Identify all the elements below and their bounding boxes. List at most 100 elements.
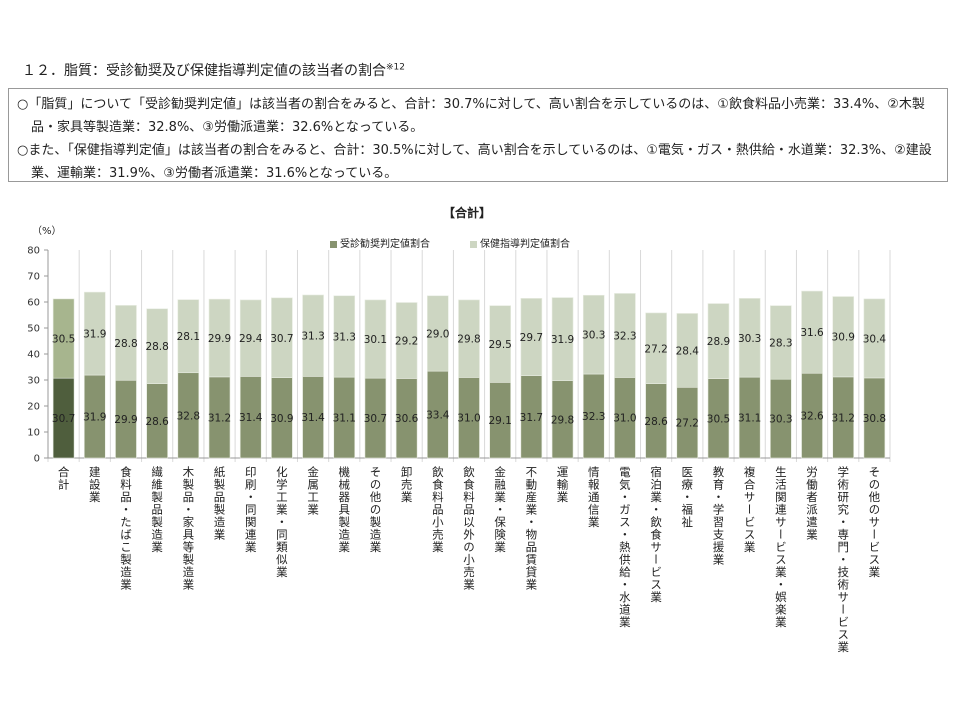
summary-line-2: ○また、「保健指導判定値」は該当者の割合をみると、合計：30.5%に対して、高い…	[17, 143, 932, 181]
bar-segment-guidance	[489, 305, 511, 383]
data-label: 31.9	[83, 412, 106, 424]
data-label: 30.3	[738, 333, 761, 345]
data-label: 30.4	[863, 333, 887, 345]
y-tick-label: 50	[27, 324, 40, 335]
x-tick-label: 飲食料品以外の小売業	[462, 466, 476, 591]
data-label: 29.7	[520, 332, 543, 344]
x-tick-label: 生活関連サービス業・娯楽業	[773, 466, 788, 629]
data-label: 30.6	[395, 413, 419, 425]
y-tick-label: 0	[34, 454, 40, 465]
data-label: 29.8	[551, 414, 574, 426]
data-label: 29.0	[426, 328, 449, 340]
x-tick-label: 合計	[56, 466, 71, 491]
bar-segment-guidance	[427, 295, 449, 372]
section-title: １２．脂質：受診勧奨及び保健指導判定値の該当者の割合※12	[22, 60, 405, 80]
data-label: 29.2	[395, 335, 418, 347]
x-tick-label: 飲食料品小売業	[430, 466, 445, 554]
data-label: 27.2	[676, 418, 699, 430]
x-tick-label: 食料品・たばこ製造業	[118, 466, 133, 591]
data-label: 29.5	[488, 339, 511, 351]
data-label: 33.4	[426, 410, 450, 422]
summary-box: ○「脂質」について「受診勧奨判定値」は該当者の割合をみると、合計：30.7%に対…	[8, 88, 948, 182]
bar-segment-guidance	[676, 313, 699, 388]
data-label: 31.4	[239, 412, 263, 424]
data-label: 31.2	[208, 412, 231, 424]
bar-segment-guidance	[832, 296, 855, 378]
data-label: 30.9	[270, 413, 293, 425]
bar-segment-guidance	[333, 295, 356, 378]
x-tick-label: 運輸業	[555, 466, 570, 504]
x-tick-label: 建設業	[87, 466, 102, 504]
data-label: 32.3	[582, 411, 605, 423]
bar-segment-guidance	[302, 294, 324, 377]
x-tick-label: その他の製造業	[368, 466, 383, 554]
data-label: 28.6	[145, 416, 169, 428]
x-tick-label: 労働者派遣業	[805, 466, 820, 541]
bar-segment-guidance	[208, 298, 231, 378]
y-tick-label: 60	[27, 298, 40, 309]
data-label: 32.6	[800, 411, 824, 423]
bar-segment-guidance	[395, 302, 418, 379]
x-tick-label: 情報通信業	[586, 466, 601, 529]
data-label: 32.3	[613, 330, 636, 342]
data-label: 30.5	[707, 413, 730, 425]
data-label: 28.6	[644, 416, 668, 428]
legend-item-series-2: 保健指導判定値割合	[470, 235, 570, 250]
bar-segment-guidance	[52, 298, 75, 379]
bar-segment-guidance	[551, 297, 574, 381]
data-label: 32.8	[177, 410, 200, 422]
legend-swatch	[330, 240, 337, 248]
data-label: 30.8	[863, 413, 886, 425]
x-tick-label: 繊維製品製造業	[150, 466, 165, 554]
y-axis-unit: （%）	[32, 226, 62, 237]
data-label: 31.1	[738, 413, 761, 425]
bar-segment-guidance	[520, 298, 543, 376]
data-label: 31.0	[613, 413, 636, 425]
bar-segment-guidance	[146, 308, 168, 384]
data-label: 30.7	[364, 413, 387, 425]
bar-segment-guidance	[707, 303, 730, 379]
data-label: 28.1	[177, 331, 200, 343]
summary-line-1: ○「脂質」について「受診勧奨判定値」は該当者の割合をみると、合計：30.7%に対…	[17, 97, 925, 135]
x-tick-label: 金属工業	[306, 466, 321, 516]
y-tick-label: 80	[27, 246, 40, 257]
bar-segment-guidance	[115, 305, 137, 381]
title-text: １２．脂質：受診勧奨及び保健指導判定値の該当者の割合	[22, 63, 386, 79]
data-label: 30.3	[769, 414, 792, 426]
x-tick-label: 金融業・保険業	[493, 466, 508, 554]
bar-segment-guidance	[364, 299, 387, 379]
data-label: 30.7	[52, 413, 75, 425]
bar-segment-guidance	[458, 299, 480, 378]
x-tick-label: 学術研究・専門・技術サービス業	[836, 466, 851, 654]
y-tick-label: 20	[27, 402, 40, 413]
data-label: 28.3	[769, 337, 792, 349]
x-tick-label: 医療・福祉	[680, 466, 695, 529]
y-tick-label: 30	[27, 376, 40, 387]
bar-segment-guidance	[271, 297, 293, 378]
x-tick-label: 教育・学習支援業	[711, 466, 726, 566]
data-label: 29.1	[488, 415, 511, 427]
data-label: 31.1	[333, 413, 356, 425]
bar-segment-guidance	[645, 312, 667, 384]
legend: 受診勧奨判定値割合 保健指導判定値割合	[330, 235, 570, 250]
legend-swatch	[470, 240, 477, 248]
data-label: 30.3	[582, 330, 605, 342]
data-label: 29.8	[457, 334, 480, 346]
data-label: 31.2	[832, 412, 855, 424]
x-tick-label: 木製品・家具等製造業	[181, 466, 196, 591]
bar-segment-guidance	[770, 305, 792, 380]
y-tick-label: 70	[27, 272, 40, 283]
bar-segment-guidance	[582, 294, 605, 375]
data-label: 28.8	[114, 338, 137, 350]
data-label: 31.9	[83, 329, 106, 341]
data-label: 31.7	[520, 412, 543, 424]
bar-segment-guidance	[801, 290, 823, 374]
y-tick-label: 40	[27, 350, 40, 361]
legend-label: 保健指導判定値割合	[480, 239, 570, 250]
data-label: 28.8	[145, 341, 168, 353]
x-tick-label: 複合サービス業	[742, 466, 757, 554]
data-label: 30.7	[270, 333, 293, 345]
data-label: 27.2	[644, 343, 667, 355]
